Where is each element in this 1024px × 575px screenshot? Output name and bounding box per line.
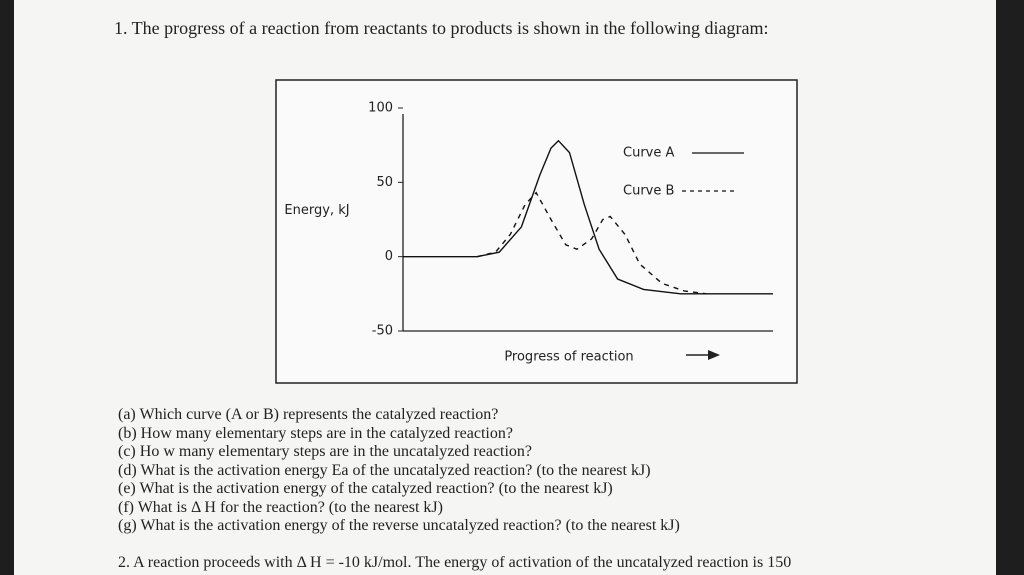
question: (e) What is the activation energy of the…: [118, 480, 613, 497]
y-axis-label: Energy, kJ: [284, 203, 350, 218]
y-tick-label: -50: [372, 324, 393, 339]
next-question: 2. A reaction proceeds with Δ H = -10 kJ…: [118, 554, 792, 571]
document-page: 1. The progress of a reaction from react…: [14, 0, 996, 575]
question: (f) What is Δ H for the reaction? (to th…: [118, 498, 443, 516]
question: (d) What is the activation energy Ea of …: [118, 461, 651, 479]
question: (g) What is the activation energy of the…: [118, 517, 680, 534]
question: (c) Ho w many elementary steps are in th…: [118, 443, 533, 460]
question-title: 1. The progress of a reaction from react…: [114, 18, 769, 38]
arrow-head: [708, 350, 720, 360]
y-tick-label: 0: [385, 249, 393, 264]
y-tick-label: 100: [368, 101, 393, 116]
question-list: (a) Which curve (A or B) represents the …: [118, 406, 680, 536]
diagram-frame: [275, 79, 798, 384]
legend-label: Curve A: [623, 146, 674, 161]
chart: 100 50 0 -50 Progress of reaction Curve A Curv…: [275, 79, 798, 384]
legend-label: Curve B: [623, 184, 674, 199]
question: (b) How many elementary steps are in the…: [118, 424, 513, 442]
y-tick-label: 50: [376, 175, 393, 190]
question: (a) Which curve (A or B) represents the …: [118, 406, 499, 423]
x-axis-label: Progress of reaction: [504, 350, 633, 365]
curve: [403, 139, 773, 295]
curve: [476, 191, 707, 295]
